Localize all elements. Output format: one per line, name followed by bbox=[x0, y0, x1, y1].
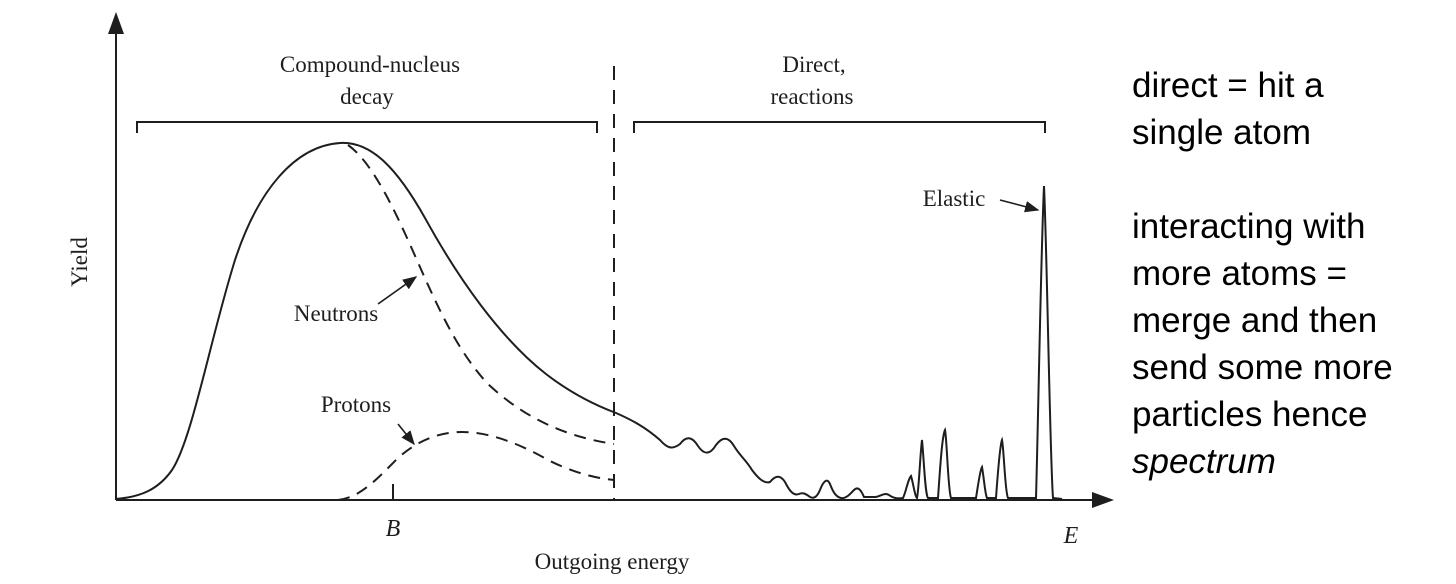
note-line: particles hence bbox=[1132, 395, 1368, 434]
neutrons-curve bbox=[347, 144, 615, 445]
note-line: more atoms = bbox=[1132, 254, 1347, 293]
note-line: direct = hit a bbox=[1132, 66, 1324, 105]
region-right-label-line2: reactions bbox=[770, 84, 853, 109]
protons-curve bbox=[337, 430, 615, 501]
x-axis-label: Outgoing energy bbox=[535, 549, 690, 574]
spectrum-word: spectrum bbox=[1132, 442, 1276, 481]
region-left-label-line1: Compound-nucleus bbox=[280, 52, 460, 77]
region-brackets bbox=[136, 121, 1046, 133]
neutrons-label: Neutrons bbox=[294, 301, 378, 326]
x-axis-arrowhead bbox=[1092, 492, 1114, 508]
note-line: interacting with bbox=[1132, 207, 1366, 246]
region-right-label-line1: Direct, bbox=[782, 52, 845, 77]
x-axis-end-label: E bbox=[1063, 523, 1079, 549]
total-spectrum-curve bbox=[115, 141, 1063, 500]
note-line: merge and then bbox=[1132, 301, 1378, 340]
y-axis-arrowhead bbox=[108, 12, 124, 34]
protons-arrow bbox=[397, 423, 415, 446]
y-axis-label: Yield bbox=[67, 237, 92, 287]
elastic-arrow bbox=[999, 199, 1040, 213]
side-notes: direct = hit a single atom interacting w… bbox=[1132, 62, 1452, 485]
x-tick-b-label: B bbox=[386, 516, 401, 542]
annotation-arrows bbox=[377, 199, 1040, 446]
axes bbox=[108, 12, 1114, 508]
neutrons-arrow bbox=[377, 276, 418, 305]
elastic-label: Elastic bbox=[923, 186, 986, 211]
compound-nucleus-bracket bbox=[136, 121, 598, 133]
protons-label: Protons bbox=[321, 392, 391, 417]
region-left-label-line2: decay bbox=[340, 84, 394, 109]
note-line-emphasis: spectrum bbox=[1132, 438, 1452, 485]
note-line: single atom bbox=[1132, 113, 1311, 152]
direct-reactions-bracket bbox=[633, 121, 1046, 133]
note-spacer bbox=[1132, 156, 1452, 203]
note-line: send some more bbox=[1132, 348, 1393, 387]
